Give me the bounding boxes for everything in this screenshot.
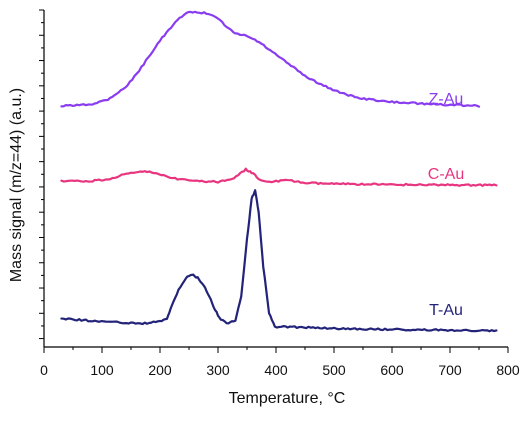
x-axis-title: Temperature, °C bbox=[229, 390, 346, 407]
x-tick-label: 0 bbox=[40, 362, 48, 378]
x-tick-label: 600 bbox=[380, 362, 404, 378]
series-line-t-au bbox=[60, 189, 498, 333]
series-label-t-au: T-Au bbox=[429, 302, 463, 319]
labels-layer: Z-Au C-Au T-Au bbox=[428, 91, 464, 319]
axes-layer: 0 100 200 300 400 500 600 700 800 bbox=[39, 9, 520, 378]
x-tick-label: 700 bbox=[438, 362, 462, 378]
y-axis-title: Mass signal (m/z=44) (a.u.) bbox=[8, 88, 25, 282]
x-tick-label: 300 bbox=[206, 362, 230, 378]
series-layer bbox=[60, 10, 498, 333]
series-line-c-au bbox=[60, 167, 498, 187]
series-line-z-au bbox=[60, 10, 481, 108]
series-label-z-au: Z-Au bbox=[429, 91, 464, 108]
x-tick-label: 200 bbox=[148, 362, 172, 378]
x-tick-label: 100 bbox=[90, 362, 114, 378]
x-tick-label: 400 bbox=[264, 362, 288, 378]
x-tick-label: 800 bbox=[496, 362, 520, 378]
series-label-c-au: C-Au bbox=[428, 166, 464, 183]
x-tick-label: 500 bbox=[322, 362, 346, 378]
